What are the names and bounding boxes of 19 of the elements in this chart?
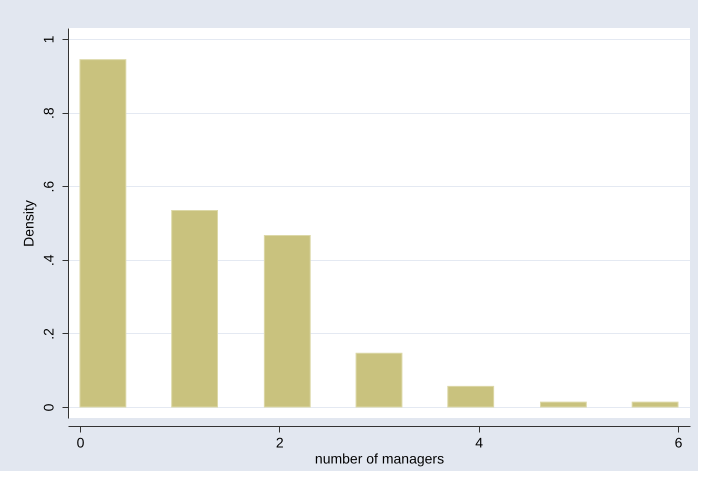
x-tick-label: 0: [76, 434, 85, 450]
y-tick-label: .6: [40, 180, 56, 193]
y-tick-label: .2: [40, 328, 56, 340]
x-tick-label: 6: [674, 434, 683, 450]
y-tick-label: .4: [40, 254, 56, 266]
x-tick-label: 2: [276, 434, 284, 450]
y-tick-label: 0: [40, 403, 56, 412]
bar: [632, 402, 679, 408]
x-axis-title: number of managers: [314, 450, 444, 466]
bar: [540, 402, 587, 408]
y-tick-label: .8: [40, 107, 56, 119]
bar: [264, 235, 311, 408]
bar: [171, 210, 218, 408]
bar: [447, 386, 494, 408]
bar: [79, 59, 126, 408]
y-tick-label: 1: [40, 35, 56, 44]
x-tick-label: 4: [475, 434, 484, 450]
y-axis-title: Density: [20, 200, 36, 247]
bar: [356, 352, 402, 408]
